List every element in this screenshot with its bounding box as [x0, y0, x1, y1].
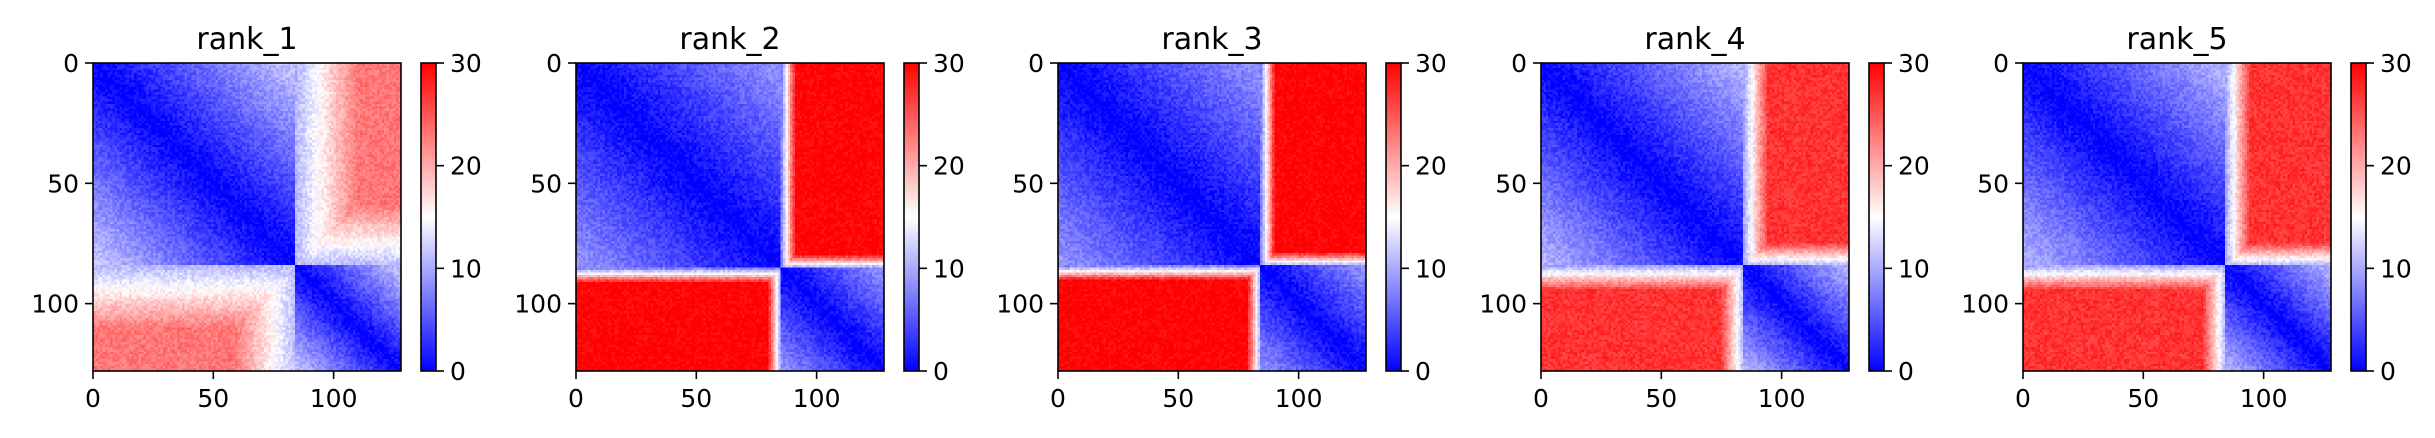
colorbar-tick-label: 10	[1898, 254, 1930, 283]
x-tick-label: 100	[793, 384, 841, 413]
heatmap-panel-3: rank_3 0 50 100 0 50 100 0 10 20 30	[996, 22, 1447, 413]
heatmap-image	[1541, 63, 1849, 371]
heatmap-panel-5: rank_5 0 50 100 0 50 100 0 10 20 30	[1961, 22, 2412, 413]
x-tick-label: 100	[1275, 384, 1323, 413]
colorbar-tick-label: 10	[2380, 254, 2412, 283]
colorbar	[421, 63, 436, 371]
x-tick-label: 50	[197, 384, 229, 413]
x-tick-label: 50	[680, 384, 712, 413]
chart-title: rank_1	[196, 22, 297, 57]
x-tick-label: 100	[1758, 384, 1806, 413]
colorbar-frame	[1385, 62, 1402, 372]
y-tick-label: 100	[31, 290, 79, 319]
colorbar	[904, 63, 919, 371]
y-tick-label: 0	[1511, 49, 1527, 78]
plot-frame	[92, 62, 402, 372]
colorbar-tick-label: 0	[933, 357, 949, 386]
chart-title: rank_3	[1161, 22, 1262, 57]
y-tick-label: 100	[514, 290, 562, 319]
x-tick-label: 50	[1162, 384, 1194, 413]
colorbar-tick-label: 0	[1415, 357, 1431, 386]
plot-frame	[1057, 62, 1367, 372]
colorbar-tick-label: 20	[450, 152, 482, 181]
colorbar-frame	[1868, 62, 1885, 372]
colorbar-tick-label: 10	[933, 254, 965, 283]
colorbar-frame	[903, 62, 920, 372]
colorbar-tick-label: 20	[1415, 152, 1447, 181]
colorbar-tick-label: 30	[2380, 49, 2412, 78]
x-tick-label: 0	[1533, 384, 1549, 413]
colorbar	[1386, 63, 1401, 371]
chart-title: rank_2	[679, 22, 780, 57]
colorbar-tick-label: 0	[450, 357, 466, 386]
heatmap-image	[2023, 63, 2331, 371]
y-tick-label: 0	[63, 49, 79, 78]
heatmap-image	[1058, 63, 1366, 371]
y-tick-label: 0	[1993, 49, 2009, 78]
colorbar-tick-label: 20	[1898, 152, 1930, 181]
y-tick-label: 100	[1479, 290, 1527, 319]
y-tick-label: 50	[1495, 169, 1527, 198]
heatmap-panel-4: rank_4 0 50 100 0 50 100 0 10 20 30	[1479, 22, 1930, 413]
heatmap-image	[93, 63, 401, 371]
colorbar-tick-label: 10	[450, 254, 482, 283]
colorbar-tick-label: 30	[450, 49, 482, 78]
y-tick-label: 50	[47, 169, 79, 198]
colorbar-tick-label: 30	[1415, 49, 1447, 78]
plot-frame	[575, 62, 885, 372]
colorbar-tick-label: 30	[933, 49, 965, 78]
x-tick-label: 50	[1645, 384, 1677, 413]
colorbar-tick-label: 20	[2380, 152, 2412, 181]
colorbar	[2351, 63, 2366, 371]
x-tick-label: 0	[2015, 384, 2031, 413]
x-tick-label: 50	[2127, 384, 2159, 413]
y-tick-label: 0	[546, 49, 562, 78]
colorbar-frame	[2350, 62, 2367, 372]
y-tick-label: 100	[1961, 290, 2009, 319]
y-tick-label: 50	[1012, 169, 1044, 198]
x-tick-label: 0	[1050, 384, 1066, 413]
colorbar-tick-label: 30	[1898, 49, 1930, 78]
x-tick-label: 0	[568, 384, 584, 413]
colorbar-tick-label: 10	[1415, 254, 1447, 283]
colorbar	[1869, 63, 1884, 371]
chart-title: rank_4	[1644, 22, 1745, 57]
heatmap-panel-2: rank_2 0 50 100 0 50 100 0 10 20 30	[514, 22, 965, 413]
heatmap-panel-1: rank_1 0 50 100 0 50 100 0 10 20 30	[31, 22, 482, 413]
x-tick-label: 100	[2240, 384, 2288, 413]
heatmap-image	[576, 63, 884, 371]
y-tick-label: 100	[996, 290, 1044, 319]
y-tick-label: 0	[1028, 49, 1044, 78]
colorbar-tick-label: 0	[1898, 357, 1914, 386]
y-tick-label: 50	[1977, 169, 2009, 198]
y-tick-label: 50	[530, 169, 562, 198]
x-tick-label: 100	[310, 384, 358, 413]
x-tick-label: 0	[85, 384, 101, 413]
chart-title: rank_5	[2126, 22, 2227, 57]
colorbar-tick-label: 20	[933, 152, 965, 181]
plot-frame	[2022, 62, 2332, 372]
colorbar-tick-label: 0	[2380, 357, 2396, 386]
colorbar-frame	[420, 62, 437, 372]
plot-frame	[1540, 62, 1850, 372]
